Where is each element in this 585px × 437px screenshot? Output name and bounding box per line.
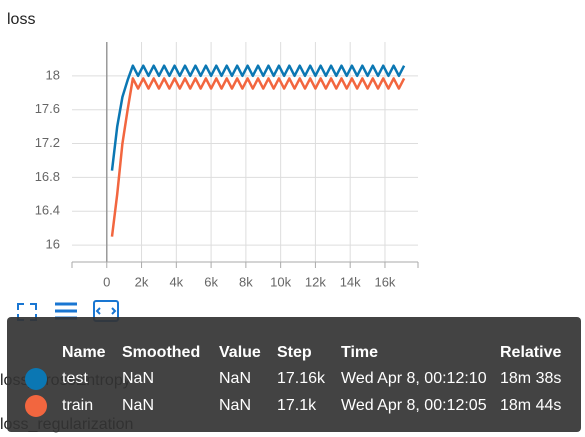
x-tick-label: 10k	[270, 274, 291, 289]
chart-title: loss	[7, 11, 35, 28]
y-tick-label: 17.6	[35, 101, 60, 116]
series-line	[110, 64, 406, 171]
cell: NaN	[122, 397, 154, 414]
column-header: Relative	[500, 344, 561, 361]
column-header: Name	[62, 344, 106, 361]
cell: Wed Apr 8, 00:12:10	[341, 370, 487, 387]
cell: NaN	[219, 397, 251, 414]
cell: 18m 44s	[500, 397, 561, 414]
cell: 17.16k	[277, 370, 326, 387]
column-header: Step	[277, 344, 312, 361]
cell: NaN	[219, 370, 251, 387]
cell: NaN	[122, 370, 154, 387]
x-tick-label: 8k	[239, 274, 253, 289]
y-tick-label: 16.4	[35, 203, 60, 218]
plot: 16 16.4 16.8 17.2 17.6 18 0 2k 4k 6k 8k 10k 12k 14k 16…	[35, 42, 419, 289]
y-tick-label: 17.2	[35, 135, 60, 150]
series-line	[110, 77, 406, 237]
column-header: Smoothed	[122, 344, 200, 361]
cell: 17.1k	[277, 397, 317, 414]
y-tick-label: 18	[46, 67, 60, 82]
x-tick-label: 14k	[340, 274, 361, 289]
y-tick-label: 16.8	[35, 169, 60, 184]
series-swatch	[25, 368, 47, 390]
y-tick-label: 16	[46, 237, 60, 252]
cell: Wed Apr 8, 00:12:05	[341, 397, 487, 414]
x-tick-label: 2k	[135, 274, 149, 289]
x-tick-label: 16k	[374, 274, 395, 289]
tooltip-background	[7, 317, 581, 432]
column-header: Time	[341, 344, 378, 361]
x-tick-label: 4k	[169, 274, 183, 289]
x-tick-label: 12k	[305, 274, 326, 289]
column-header: Value	[219, 344, 261, 361]
x-tick-label: 6k	[204, 274, 218, 289]
series-swatch	[25, 395, 47, 417]
x-tick-label: 0	[103, 274, 110, 289]
cell: train	[62, 397, 93, 414]
log-button[interactable]	[55, 302, 77, 320]
tooltip: Name Smoothed Value Step Time Relative test NaN…	[7, 317, 581, 432]
cell: test	[62, 370, 88, 387]
fullscreen-button[interactable]	[17, 303, 37, 321]
cell: 18m 38s	[500, 370, 561, 387]
